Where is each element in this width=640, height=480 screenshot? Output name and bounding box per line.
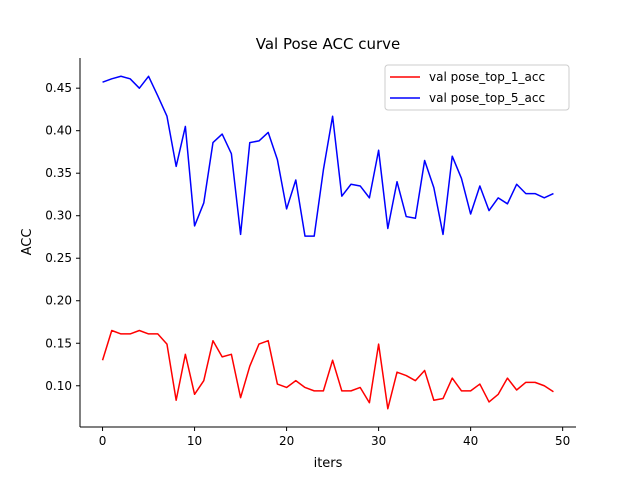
legend-box xyxy=(384,64,570,111)
legend-label-1: val pose_top_1_acc xyxy=(429,70,545,84)
x-axis-ticks: 0 10 20 30 40 50 xyxy=(99,427,570,448)
y-tick-label: 0.30 xyxy=(45,209,72,223)
chart-title: Val Pose ACC curve xyxy=(256,35,400,53)
x-tick-label: 30 xyxy=(371,434,386,448)
y-axis-label: ACC xyxy=(20,229,35,256)
y-tick-label: 0.35 xyxy=(45,166,72,180)
x-tick-label: 10 xyxy=(187,434,202,448)
series-line-2 xyxy=(102,75,554,237)
y-tick-label: 0.45 xyxy=(45,81,72,95)
x-tick-label: 0 xyxy=(99,434,107,448)
y-tick-label: 0.25 xyxy=(45,251,72,265)
y-axis-ticks: 0.10 0.15 0.20 0.25 0.30 0.35 0.40 0.45 xyxy=(45,81,80,393)
y-tick-label: 0.40 xyxy=(45,124,72,138)
series-line-1 xyxy=(101,329,554,410)
x-tick-label: 40 xyxy=(463,434,478,448)
x-axis-label: iters xyxy=(314,456,343,471)
x-tick-label: 20 xyxy=(279,434,294,448)
axes xyxy=(79,58,576,428)
y-tick-label: 0.15 xyxy=(45,336,72,350)
y-tick-label: 0.10 xyxy=(45,379,72,393)
y-tick-label: 0.20 xyxy=(45,294,72,308)
legend-label-2: val pose_top_5_acc xyxy=(429,91,545,105)
x-tick-label: 50 xyxy=(555,434,570,448)
plot-lines xyxy=(101,75,554,410)
